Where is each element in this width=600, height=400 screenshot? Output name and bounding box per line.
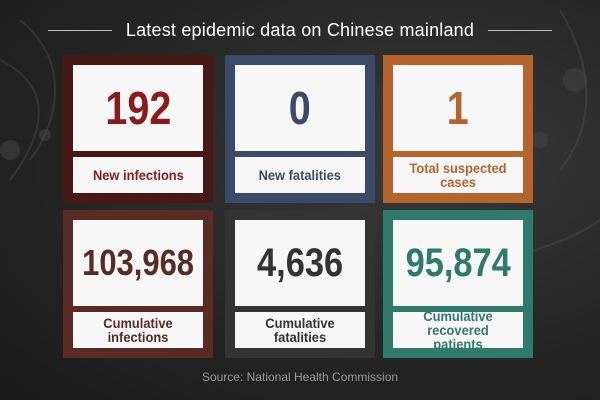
stat-value-box: 192: [73, 65, 203, 151]
stat-label-box: Cumulative fatalities: [235, 312, 365, 348]
stat-value-box: 1: [393, 65, 523, 151]
title-divider-left: [47, 29, 112, 31]
stat-value-box: 4,636: [235, 220, 365, 306]
stat-value: 0: [288, 82, 312, 134]
page-title: Latest epidemic data on Chinese mainland: [125, 19, 475, 40]
stat-card-cumulative-recovered: 95,874 Cumulative recovered patients: [383, 210, 533, 358]
stat-card-cumulative-fatalities: 4,636 Cumulative fatalities: [225, 210, 375, 358]
stat-label-box: New infections: [73, 157, 203, 193]
stat-value-box: 0: [235, 65, 365, 151]
source-note: Source: National Health Commission: [201, 370, 399, 384]
header: Latest epidemic data on Chinese mainland: [0, 14, 600, 46]
stat-label: Cumulative fatalities: [265, 315, 335, 345]
stat-value: 95,874: [405, 240, 511, 285]
stat-value: 192: [104, 82, 172, 134]
stat-label: Cumulative infections: [103, 315, 173, 345]
stat-card-total-suspected: 1 Total suspected cases: [383, 55, 533, 203]
stat-value-box: 103,968: [73, 220, 203, 306]
stat-card-cumulative-infections: 103,968 Cumulative infections: [63, 210, 213, 358]
stat-label-box: New fatalities: [235, 157, 365, 193]
stat-label-box: Total suspected cases: [393, 157, 523, 193]
stat-card-new-infections: 192 New infections: [63, 55, 213, 203]
stat-value: 1: [446, 82, 470, 134]
stat-card-new-fatalities: 0 New fatalities: [225, 55, 375, 203]
stat-label: Total suspected cases: [409, 160, 507, 190]
stat-value: 4,636: [256, 240, 344, 285]
stat-value: 103,968: [82, 242, 194, 283]
stat-label-box: Cumulative recovered patients: [393, 308, 523, 352]
title-divider-right: [488, 29, 553, 31]
stat-value-box: 95,874: [393, 220, 523, 306]
stat-label: New infections: [92, 167, 184, 183]
stat-label: Cumulative recovered patients: [423, 308, 493, 352]
stat-label: New fatalities: [258, 167, 342, 183]
stat-label-box: Cumulative infections: [73, 312, 203, 348]
